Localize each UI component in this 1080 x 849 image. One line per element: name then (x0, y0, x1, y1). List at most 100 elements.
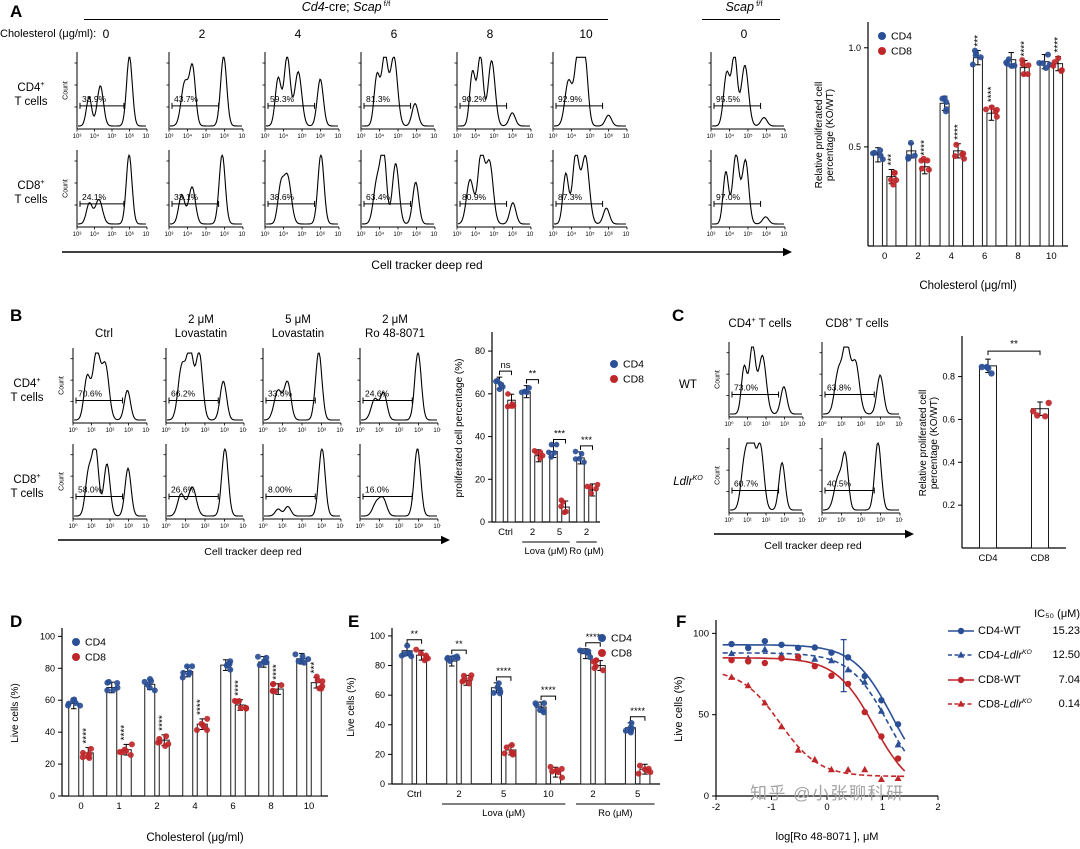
panel-d-letter: D (10, 612, 23, 631)
svg-text:10⁷: 10⁷ (143, 133, 150, 140)
panel-b-letter: B (10, 306, 23, 325)
svg-text:10⁴: 10⁴ (471, 133, 481, 140)
flow-histogram: 10⁰ 10¹ 10² 10³ 10⁴ 40.5% (817, 438, 903, 524)
svg-text:2: 2 (584, 527, 589, 538)
svg-text:10⁶: 10⁶ (604, 133, 614, 140)
svg-text:2: 2 (590, 789, 595, 800)
svg-text:10⁴: 10⁴ (567, 133, 577, 140)
svg-text:Live cells (%): Live cells (%) (346, 677, 357, 736)
svg-text:0: 0 (380, 779, 385, 789)
svg-text:10³: 10³ (317, 524, 326, 530)
svg-text:10⁵: 10⁵ (489, 133, 499, 140)
svg-text:10⁷: 10⁷ (781, 133, 788, 140)
svg-text:2: 2 (456, 789, 461, 800)
svg-text:10³: 10³ (876, 422, 885, 428)
svg-text:****: **** (986, 86, 997, 102)
svg-text:10⁴: 10⁴ (90, 231, 100, 238)
svg-text:**: ** (455, 639, 463, 650)
svg-text:10¹: 10¹ (87, 428, 96, 434)
svg-text:10⁰: 10⁰ (68, 523, 78, 530)
svg-text:Cholesterol (μg/ml): Cholesterol (μg/ml) (919, 280, 1017, 292)
panel-b: B Cell tracker deep red Ctrl 2 μM Lovastat… (0, 300, 670, 605)
dose-value: 10 (579, 27, 593, 41)
svg-text:***: *** (554, 428, 565, 439)
svg-text:**: ** (411, 629, 419, 640)
svg-text:0: 0 (480, 517, 485, 527)
svg-text:2: 2 (530, 527, 535, 538)
legend-marker-icon (948, 700, 974, 707)
svg-text:****: **** (1053, 37, 1064, 53)
svg-text:10³: 10³ (453, 134, 462, 140)
genotype-header-ctrl: Scap f/f (725, 0, 763, 15)
svg-text:10⁵: 10⁵ (585, 133, 595, 140)
svg-text:10¹: 10¹ (181, 428, 190, 434)
svg-text:10³: 10³ (780, 518, 789, 524)
svg-text:97.0%: 97.0% (716, 192, 741, 202)
flow-histogram: 10⁰ 10¹ 10² 10³ 10⁴ 73.0% Count (715, 342, 806, 428)
svg-text:****: **** (82, 728, 93, 744)
legend-item: CD8-WT 7.04 (948, 674, 1080, 686)
svg-text:proliferated cell percentage (: proliferated cell percentage (%) (454, 359, 465, 498)
svg-text:Lova (μM): Lova (μM) (525, 546, 568, 557)
svg-text:10¹: 10¹ (743, 422, 752, 428)
flow-histogram: 10⁰ 10¹ 10² 10³ 10⁴ 16.0% (355, 444, 441, 530)
ic50-value: 15.23 (1052, 625, 1080, 637)
svg-text:10⁴: 10⁴ (279, 133, 289, 140)
svg-text:10²: 10² (106, 428, 115, 434)
svg-text:10¹: 10¹ (87, 524, 96, 530)
svg-text:10⁷: 10⁷ (335, 231, 342, 238)
svg-text:10³: 10³ (780, 422, 789, 428)
svg-text:10⁶: 10⁶ (220, 133, 230, 140)
svg-text:Ctrl: Ctrl (498, 527, 513, 538)
svg-text:Count: Count (715, 370, 722, 389)
dose-value: 8 (486, 27, 494, 41)
svg-text:8.00%: 8.00% (268, 485, 293, 495)
panel-c-letter: C (672, 306, 685, 325)
flow-histogram: 10⁰ 10¹ 10² 10³ 10⁴ 24.6% (355, 348, 441, 434)
svg-text:43.7%: 43.7% (174, 94, 199, 104)
flow-histogram: 10⁰ 10¹ 10² 10³ 10⁴ 63.8% (817, 342, 903, 428)
svg-text:0.8: 0.8 (942, 372, 955, 382)
panel-a-letter: A (10, 2, 23, 21)
flow-histogram: 10³ 10⁴ 10⁵ 10⁶ 10⁷ 43.7% (165, 52, 246, 140)
svg-text:10⁴: 10⁴ (142, 523, 150, 530)
svg-text:0: 0 (50, 791, 55, 801)
svg-text:10⁶: 10⁶ (125, 133, 135, 140)
svg-text:10³: 10³ (124, 428, 133, 434)
svg-text:10³: 10³ (707, 134, 716, 140)
svg-text:10⁷: 10⁷ (527, 133, 534, 140)
flow-histogram: 10³ 10⁴ 10⁵ 10⁶ 10⁷ 63.4% (357, 150, 438, 238)
svg-text:10³: 10³ (549, 134, 558, 140)
svg-text:70.6%: 70.6% (78, 389, 103, 399)
svg-text:100: 100 (370, 631, 385, 641)
svg-text:50: 50 (698, 710, 709, 721)
ic50-header: IC₅₀ (μM) (1034, 608, 1080, 620)
svg-text:80.9%: 80.9% (462, 192, 487, 202)
svg-text:10⁵: 10⁵ (489, 231, 499, 238)
celltype-header: CD4+ T cells (728, 316, 792, 330)
svg-text:10²: 10² (857, 518, 866, 524)
svg-text:Live cells (%): Live cells (%) (10, 683, 21, 742)
row-label-cd8: CD8+ T cells (10, 472, 44, 501)
ic50-value: 7.04 (1058, 673, 1080, 686)
svg-text:****: **** (953, 124, 964, 140)
row-label-cd4: CD4+ T cells (14, 80, 48, 109)
svg-text:81.3%: 81.3% (366, 94, 391, 104)
svg-text:Count: Count (59, 376, 66, 395)
flow-histogram: 10³ 10⁴ 10⁵ 10⁶ 10⁷ 33.9% Count (63, 52, 150, 140)
svg-text:10⁴: 10⁴ (798, 517, 806, 524)
svg-text:Ro (μM): Ro (μM) (569, 546, 604, 557)
svg-text:40: 40 (375, 720, 385, 730)
svg-text:Relative proliferated cell: Relative proliferated cell (918, 390, 929, 497)
svg-text:10⁷: 10⁷ (431, 133, 438, 140)
panel-f: F IC₅₀ (μM) CD4-WT 15.23 CD4-LdlrKO 12.50 CD8… (664, 605, 1080, 849)
svg-text:CD4: CD4 (978, 553, 997, 564)
svg-text:6: 6 (982, 251, 987, 262)
svg-text:10²: 10² (762, 518, 771, 524)
treatment-header: 5 μM Lovastatin (271, 314, 325, 341)
flow-histogram: 10³ 10⁴ 10⁵ 10⁶ 10⁷ 92.9% (549, 52, 630, 140)
svg-text:10⁵: 10⁵ (297, 133, 307, 140)
svg-text:10¹: 10¹ (375, 428, 384, 434)
celltype-header: CD8+ T cells (825, 316, 889, 330)
